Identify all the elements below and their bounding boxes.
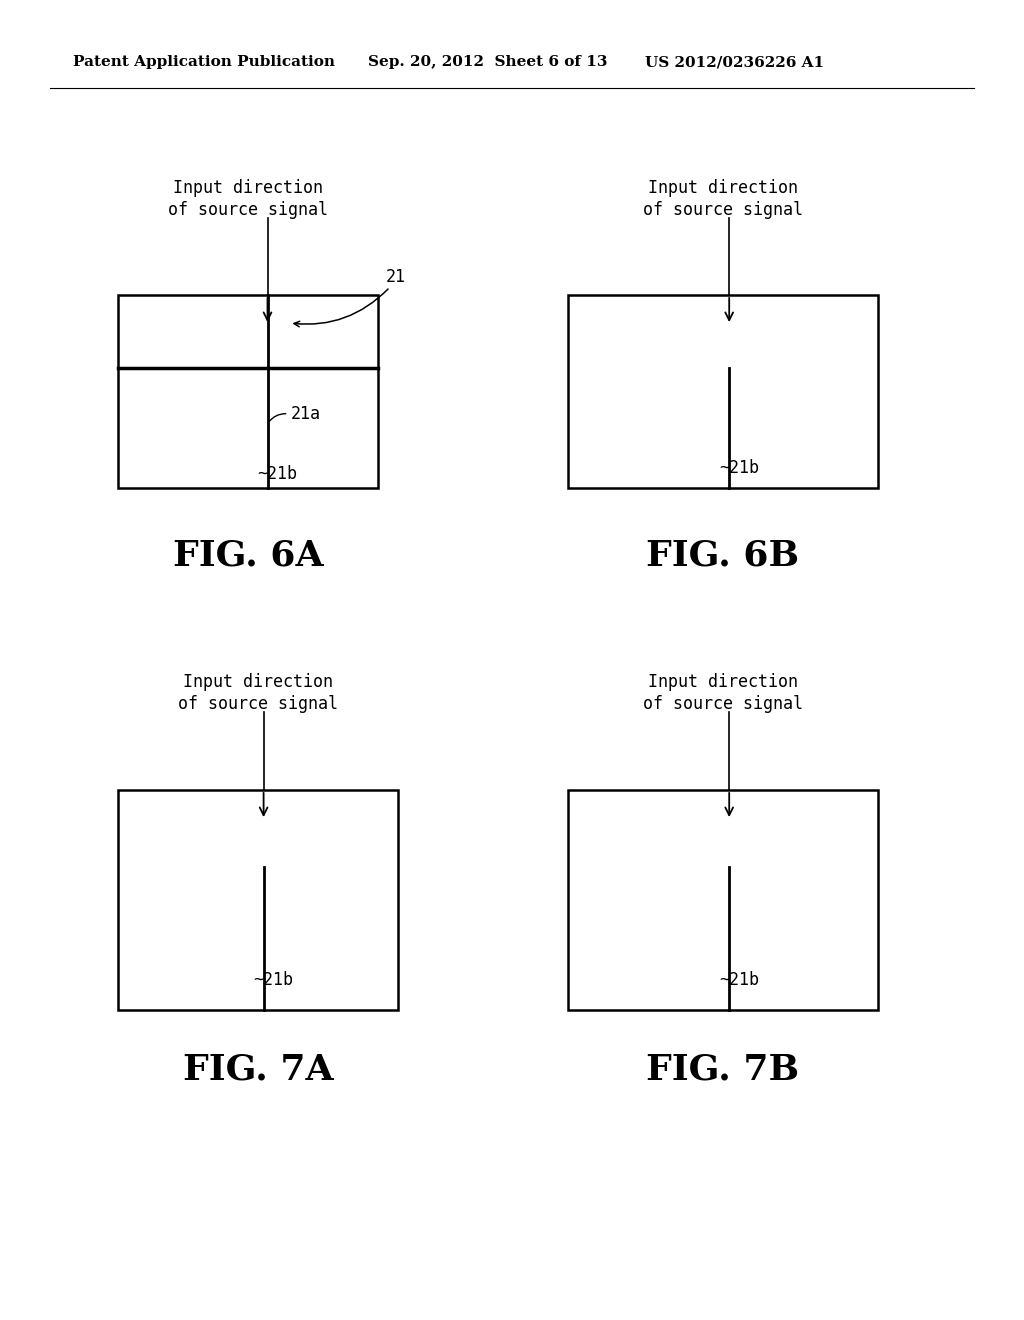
Text: Input direction: Input direction — [648, 180, 798, 197]
Text: of source signal: of source signal — [643, 696, 803, 713]
Text: FIG. 6A: FIG. 6A — [173, 539, 324, 572]
Text: ~21b: ~21b — [254, 972, 294, 989]
Bar — [568, 789, 878, 1010]
Bar — [568, 294, 878, 488]
Text: Sep. 20, 2012  Sheet 6 of 13: Sep. 20, 2012 Sheet 6 of 13 — [368, 55, 607, 69]
Text: FIG. 6B: FIG. 6B — [646, 539, 800, 572]
Text: FIG. 7A: FIG. 7A — [182, 1053, 334, 1086]
Text: Patent Application Publication: Patent Application Publication — [73, 55, 335, 69]
Text: ~21b: ~21b — [719, 459, 759, 477]
Text: Input direction: Input direction — [173, 180, 323, 197]
Text: of source signal: of source signal — [643, 201, 803, 219]
Text: 21a: 21a — [291, 405, 321, 422]
Bar — [118, 789, 398, 1010]
Bar — [118, 294, 378, 488]
Text: Input direction: Input direction — [183, 673, 333, 690]
Text: FIG. 7B: FIG. 7B — [646, 1053, 800, 1086]
Text: Input direction: Input direction — [648, 673, 798, 690]
Text: of source signal: of source signal — [168, 201, 328, 219]
Text: ~21b: ~21b — [719, 972, 759, 989]
Text: 21: 21 — [386, 268, 406, 286]
Text: ~21b: ~21b — [257, 465, 298, 483]
Text: of source signal: of source signal — [178, 696, 338, 713]
Text: US 2012/0236226 A1: US 2012/0236226 A1 — [645, 55, 824, 69]
